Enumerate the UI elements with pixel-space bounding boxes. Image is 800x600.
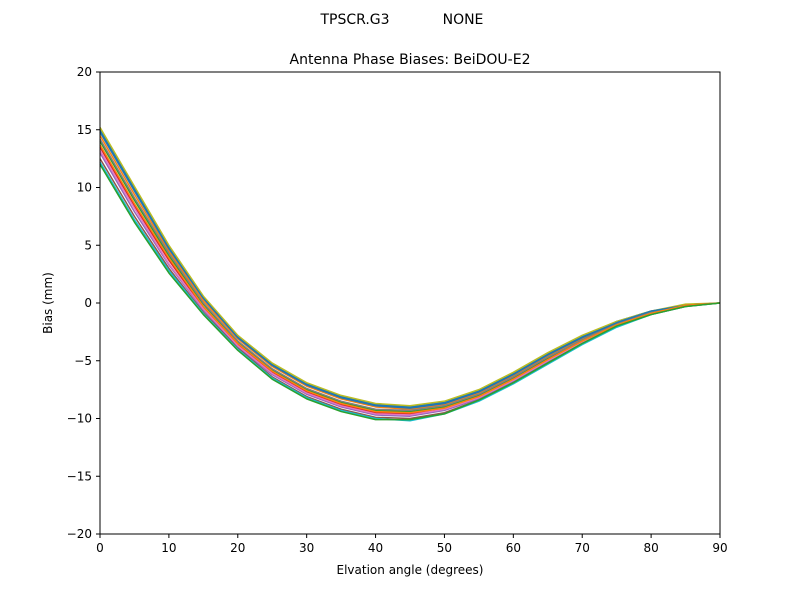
figure-suptitle-left: TPSCR.G3 — [319, 12, 389, 28]
y-tick-label: 15 — [77, 123, 92, 137]
x-tick-label: 90 — [712, 541, 727, 555]
x-tick-label: 60 — [506, 541, 521, 555]
y-tick-label: 20 — [77, 65, 92, 79]
figure-suptitle-right: NONE — [443, 12, 484, 28]
series-line-8 — [99, 138, 721, 412]
x-tick-label: 70 — [575, 541, 590, 555]
y-tick-label: 0 — [84, 296, 92, 310]
x-tick-label: 80 — [643, 541, 658, 555]
y-axis-label: Bias (mm) — [41, 272, 55, 334]
plot-frame — [99, 71, 721, 535]
series-line-12 — [99, 144, 721, 414]
series-line-13 — [99, 164, 721, 421]
x-tick-label: 30 — [299, 541, 314, 555]
y-tick-label: 10 — [77, 181, 92, 195]
x-axis-label: Elvation angle (degrees) — [337, 563, 484, 577]
axes-layer: 0 10 20 30 40 50 60 70 80 90 −20 −15 −10 −5 0 5 10 15 20 — [67, 65, 728, 555]
x-tick-label: 40 — [368, 541, 383, 555]
series-line-9 — [99, 127, 721, 407]
x-tick-label: 50 — [437, 541, 452, 555]
y-tick-label: −20 — [67, 527, 92, 541]
series-layer — [99, 127, 721, 422]
series-line-11 — [99, 131, 721, 409]
x-tick-label: 20 — [230, 541, 245, 555]
x-tick-label: 0 — [96, 541, 104, 555]
y-tick-label: 5 — [84, 238, 92, 252]
y-tick-label: −5 — [74, 354, 92, 368]
x-tick-label: 10 — [161, 541, 176, 555]
y-tick-label: −10 — [67, 412, 92, 426]
y-tick-label: −15 — [67, 469, 92, 483]
chart-title: Antenna Phase Biases: BeiDOU-E2 — [290, 52, 531, 68]
